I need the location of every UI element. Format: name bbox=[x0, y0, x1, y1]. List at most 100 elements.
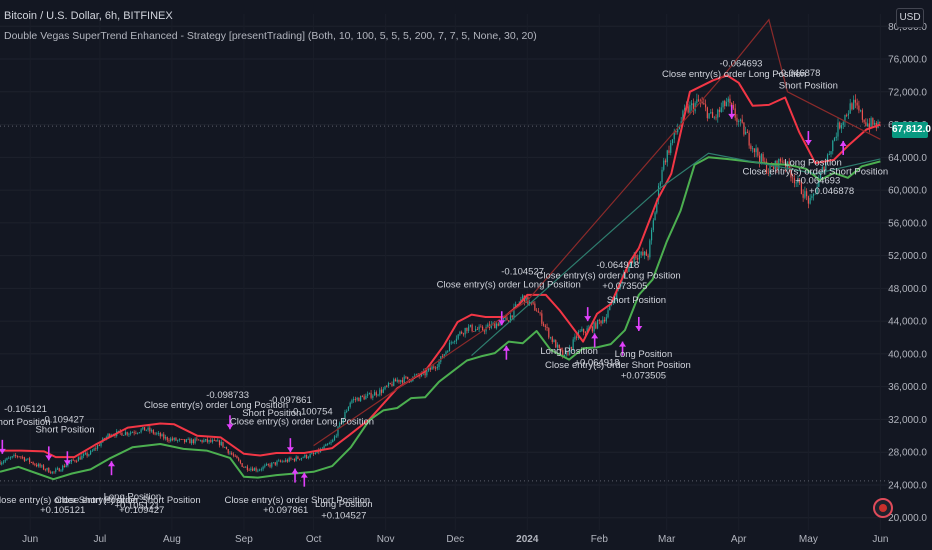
indicator-legend[interactable]: Double Vegas SuperTrend Enhanced - Strat… bbox=[4, 30, 537, 42]
candle-body bbox=[652, 220, 654, 230]
candle-body bbox=[34, 464, 36, 465]
candle-body bbox=[464, 327, 466, 335]
candle-body bbox=[596, 319, 599, 329]
price-tick-label: 76,000.0 bbox=[888, 55, 927, 66]
candle-body bbox=[868, 123, 870, 128]
candle-body bbox=[353, 399, 355, 401]
candle-body bbox=[436, 366, 438, 369]
candle-body bbox=[241, 463, 243, 467]
candle-body bbox=[276, 461, 278, 465]
candle-body bbox=[678, 125, 681, 130]
candle-body bbox=[161, 434, 163, 437]
candle-body bbox=[823, 167, 825, 171]
candle-body bbox=[328, 443, 330, 445]
candle-body bbox=[753, 148, 755, 153]
candle-body bbox=[210, 440, 212, 442]
price-tick-label: 48,000.0 bbox=[888, 284, 927, 295]
candle-body bbox=[98, 445, 100, 447]
candle-body bbox=[806, 191, 808, 197]
candle-body bbox=[286, 459, 289, 462]
trade-label: Close entry(s) order Short Position bbox=[55, 495, 201, 506]
candle-body bbox=[145, 429, 147, 431]
candle-body bbox=[450, 342, 452, 344]
time-axis[interactable]: Jun Jul Aug Sep Oct Nov Dec 2024 Feb Mar Apr May Jun bbox=[22, 534, 888, 545]
candle-body bbox=[387, 383, 390, 387]
candle-body bbox=[203, 440, 205, 443]
price-axis[interactable]: 20,000.0 24,000.0 28,000.0 32,000.0 36,000.0… bbox=[888, 22, 927, 524]
candle-body bbox=[483, 330, 485, 332]
candle-body bbox=[532, 302, 534, 304]
trade-marker bbox=[498, 320, 506, 326]
candle-body bbox=[39, 464, 41, 467]
trade-label: +0.104527 bbox=[321, 511, 366, 522]
candle-body bbox=[583, 329, 585, 333]
candle-body bbox=[478, 326, 480, 330]
candle-body bbox=[816, 186, 818, 194]
candle-body bbox=[220, 441, 222, 446]
candle-body bbox=[65, 465, 67, 468]
trade-label: +0.046878 bbox=[809, 186, 854, 197]
candle-body bbox=[691, 103, 693, 106]
candle-body bbox=[198, 439, 200, 441]
candle-body bbox=[839, 122, 841, 129]
candle-body bbox=[698, 99, 700, 101]
candle-body bbox=[724, 101, 726, 107]
candle-body bbox=[445, 351, 447, 355]
candle-body bbox=[793, 178, 796, 184]
candle-body bbox=[567, 352, 569, 355]
candle-body bbox=[131, 432, 134, 434]
candle-body bbox=[765, 161, 768, 174]
time-tick-label: Jun bbox=[872, 534, 888, 545]
candle-body bbox=[340, 422, 343, 424]
candle-body bbox=[792, 177, 794, 179]
candle-body bbox=[873, 122, 876, 125]
candle-body bbox=[147, 427, 149, 430]
trade-label: +0.064693 bbox=[795, 176, 840, 187]
candle-body bbox=[433, 366, 435, 368]
trade-marker bbox=[619, 341, 627, 347]
trade-label: Close entry(s) order Long Position bbox=[662, 69, 806, 80]
candle-body bbox=[267, 464, 269, 465]
candle-body bbox=[168, 440, 170, 442]
candle-body bbox=[88, 454, 90, 456]
candle-body bbox=[16, 456, 19, 457]
candle-body bbox=[506, 317, 508, 321]
candle-body bbox=[140, 429, 142, 433]
candle-body bbox=[265, 464, 268, 466]
candle-body bbox=[609, 304, 611, 311]
symbol-title[interactable]: Bitcoin / U.S. Dollar, 6h, BITFINEX bbox=[4, 10, 173, 22]
candle-body bbox=[628, 265, 630, 272]
candle-body bbox=[614, 298, 616, 301]
candle-body bbox=[74, 460, 76, 462]
candle-body bbox=[429, 367, 431, 370]
tradingview-logo-icon[interactable] bbox=[873, 498, 893, 518]
candle-body bbox=[809, 198, 811, 204]
trade-label: +0.105121 bbox=[114, 501, 159, 512]
currency-button[interactable]: USD bbox=[896, 8, 924, 28]
candle-body bbox=[393, 379, 395, 386]
candle-body bbox=[525, 296, 527, 304]
time-tick-label: Aug bbox=[163, 534, 181, 545]
candle-body bbox=[762, 154, 764, 162]
candle-body bbox=[835, 136, 837, 139]
candle-body bbox=[616, 288, 618, 299]
candle-body bbox=[37, 464, 39, 467]
candle-body bbox=[504, 317, 506, 319]
candle-body bbox=[30, 462, 32, 463]
candle-body bbox=[248, 469, 250, 471]
trade-label: +0.064918 bbox=[574, 357, 619, 368]
candle-body bbox=[800, 182, 803, 194]
candle-body bbox=[121, 432, 123, 436]
trade-label: -0.098733 bbox=[206, 390, 249, 401]
candle-body bbox=[424, 370, 426, 376]
candle-body bbox=[382, 389, 384, 393]
candle-body bbox=[565, 352, 567, 355]
candle-body bbox=[49, 472, 52, 474]
candle-body bbox=[29, 458, 31, 463]
trade-label: -0.109427 bbox=[41, 415, 84, 426]
trade-label: Short Position bbox=[242, 408, 301, 419]
candle-body bbox=[684, 107, 686, 111]
candle-body bbox=[184, 439, 186, 443]
candle-body bbox=[727, 98, 729, 102]
